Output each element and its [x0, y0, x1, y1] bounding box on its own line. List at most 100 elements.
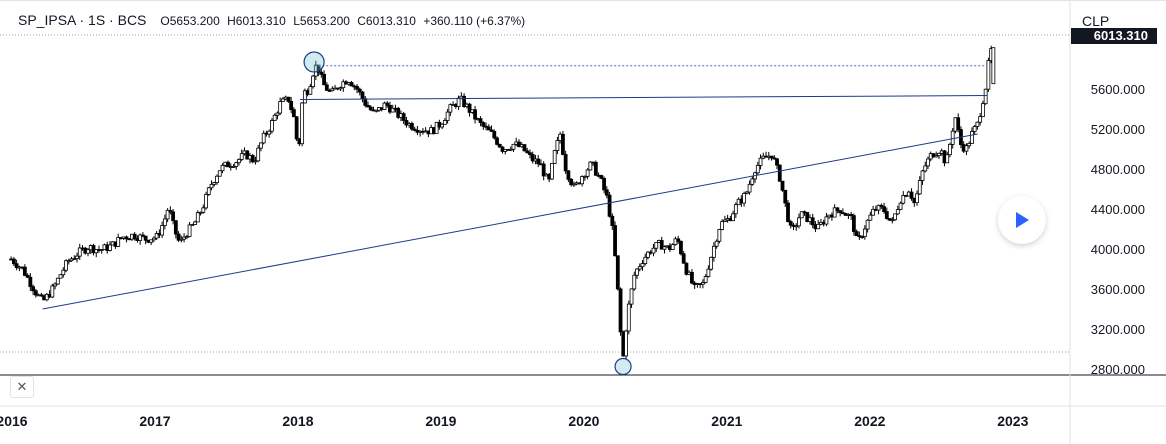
candle-body — [646, 251, 650, 258]
candle-body — [550, 163, 554, 180]
candle-body — [626, 303, 631, 332]
candle-body — [580, 176, 585, 185]
candle-body — [360, 91, 365, 100]
candle-body — [151, 237, 156, 241]
candle-body — [245, 150, 250, 160]
candle-body — [986, 60, 991, 90]
candle-body — [956, 117, 961, 130]
candle-body — [604, 189, 609, 196]
candle-body — [552, 150, 557, 164]
candle-body — [865, 219, 870, 230]
candle-body — [64, 260, 68, 271]
candle-body — [467, 103, 472, 113]
currency-label[interactable]: CLP — [1082, 13, 1110, 29]
candle-body — [720, 221, 725, 230]
candle-body — [39, 294, 44, 297]
candle-body — [28, 276, 33, 288]
x-tick-label: 2016 — [0, 413, 28, 429]
candle-body — [94, 249, 99, 254]
candle-body — [871, 208, 875, 216]
candle-body — [945, 154, 950, 164]
candle-body — [709, 256, 714, 270]
x-tick-label: 2019 — [425, 413, 456, 429]
candle-body — [440, 123, 445, 128]
candle-body — [168, 209, 173, 213]
candle-body — [980, 103, 985, 118]
candle-body — [116, 237, 121, 247]
candle-body — [684, 262, 689, 275]
candle-body — [733, 204, 738, 215]
candle-body — [322, 73, 326, 86]
candle-body — [797, 217, 801, 227]
candle-body — [390, 107, 395, 113]
x-tick-label: 2018 — [282, 413, 313, 429]
candle-body — [374, 109, 379, 112]
candle-body — [511, 143, 516, 150]
candle-body — [204, 194, 208, 209]
y-tick-label: 3200.000 — [1091, 322, 1145, 337]
candle-body — [132, 233, 137, 240]
y-tick-label: 5600.000 — [1091, 82, 1145, 97]
x-tick-label: 2023 — [997, 413, 1028, 429]
candle-body — [890, 219, 895, 222]
candle-body — [901, 195, 906, 204]
candle-body — [898, 202, 903, 210]
candle-body — [86, 249, 90, 254]
candle-body — [187, 224, 192, 237]
candle-body — [473, 109, 477, 120]
y-tick-label: 5200.000 — [1091, 122, 1145, 137]
candle-body — [838, 210, 843, 214]
candle-body — [882, 206, 886, 213]
y-tick-label: 2800.000 — [1091, 362, 1145, 377]
close-icon: ✕ — [16, 379, 28, 394]
candle-body — [530, 154, 535, 162]
candle-body — [497, 143, 502, 148]
candle-body — [618, 288, 623, 333]
candle-body — [31, 286, 36, 292]
candle-body — [61, 269, 66, 276]
candle-body — [338, 87, 343, 90]
candle-body — [983, 88, 988, 105]
candle-body — [832, 207, 837, 218]
y-tick-label: 4800.000 — [1091, 162, 1145, 177]
candle-body — [261, 132, 266, 144]
candle-body — [528, 152, 532, 155]
candle-body — [209, 183, 214, 189]
top-circle-marker[interactable] — [303, 51, 325, 73]
candle-body — [302, 90, 307, 104]
candle-body — [363, 98, 368, 106]
candle-body — [714, 240, 719, 247]
candle-body — [794, 225, 799, 228]
candle-body — [462, 95, 466, 107]
candle-body — [643, 256, 648, 265]
candle-body — [563, 154, 568, 172]
candle-body — [478, 118, 483, 123]
candle-body — [14, 263, 19, 268]
x-tick-label: 2022 — [854, 413, 885, 429]
bottom-circle-marker[interactable] — [614, 357, 632, 376]
symbol-legend: SP_IPSA · 1S · BCS O5653.200 H6013.310 L… — [18, 12, 529, 28]
candle-body — [588, 161, 593, 171]
play-button[interactable] — [998, 196, 1046, 244]
candle-body — [368, 106, 373, 111]
symbol-title[interactable]: SP_IPSA · 1S · BCS — [18, 12, 147, 28]
candle-body — [22, 266, 27, 276]
candle-body — [195, 212, 200, 223]
x-tick-label: 2020 — [568, 413, 599, 429]
last-price-tag — [1071, 28, 1157, 44]
candle-body — [799, 211, 804, 219]
candle-body — [744, 191, 749, 194]
collapse-button[interactable]: ✕ — [10, 376, 34, 398]
candle-body — [162, 218, 167, 226]
candle-body — [176, 233, 181, 241]
y-tick-label: 3600.000 — [1091, 282, 1145, 297]
play-icon — [1016, 212, 1029, 228]
candle-body — [972, 126, 977, 132]
candle-body — [876, 204, 881, 211]
candle-body — [217, 170, 222, 177]
candle-body — [703, 276, 708, 283]
candle-body — [341, 81, 346, 89]
candle-body — [895, 209, 900, 215]
candle-body — [231, 166, 236, 168]
